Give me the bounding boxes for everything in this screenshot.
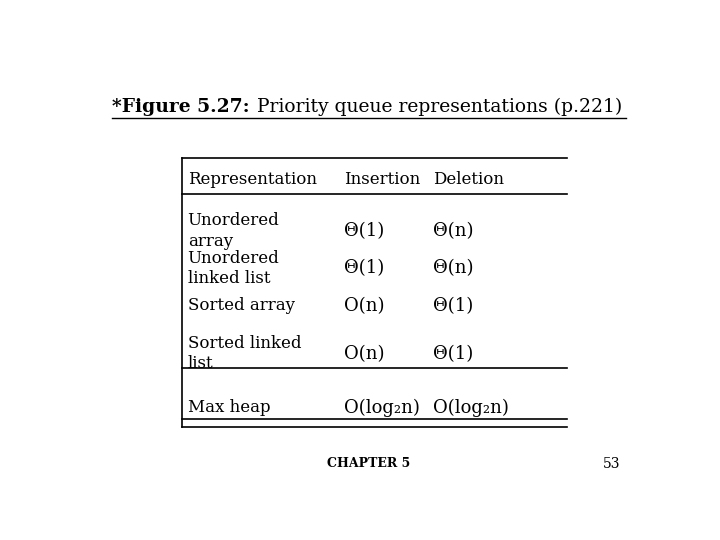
- Text: Θ(1): Θ(1): [433, 345, 474, 363]
- Text: O(log₂n): O(log₂n): [344, 399, 420, 417]
- Text: Θ(1): Θ(1): [433, 297, 474, 315]
- Text: Sorted array: Sorted array: [188, 298, 294, 314]
- Text: *Figure 5.27:: *Figure 5.27:: [112, 98, 250, 116]
- Text: O(n): O(n): [344, 345, 384, 363]
- Text: O(n): O(n): [344, 297, 384, 315]
- Text: Θ(n): Θ(n): [433, 260, 474, 278]
- Text: 53: 53: [603, 457, 620, 471]
- Text: Θ(1): Θ(1): [344, 222, 384, 240]
- Text: Θ(n): Θ(n): [433, 222, 474, 240]
- Text: CHAPTER 5: CHAPTER 5: [328, 457, 410, 470]
- Text: Θ(1): Θ(1): [344, 260, 384, 278]
- Text: O(log₂n): O(log₂n): [433, 399, 509, 417]
- Text: Insertion: Insertion: [344, 171, 420, 187]
- Text: Unordered
linked list: Unordered linked list: [188, 250, 279, 287]
- Text: Unordered
array: Unordered array: [188, 213, 279, 249]
- Text: Max heap: Max heap: [188, 400, 270, 416]
- Text: Representation: Representation: [188, 171, 317, 187]
- Text: Deletion: Deletion: [433, 171, 504, 187]
- Text: Priority queue representations (p.221): Priority queue representations (p.221): [251, 98, 622, 116]
- Text: Sorted linked
list: Sorted linked list: [188, 335, 301, 373]
